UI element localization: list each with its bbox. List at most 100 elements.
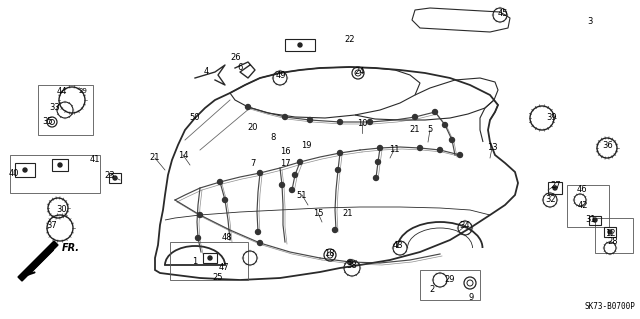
Text: 4: 4 [204,68,209,77]
Text: 11: 11 [388,145,399,154]
Circle shape [593,218,597,222]
Text: 21: 21 [410,125,420,135]
Text: 46: 46 [577,186,588,195]
Circle shape [413,115,417,120]
Circle shape [257,241,262,246]
Text: 33: 33 [50,102,60,112]
Text: 10: 10 [356,118,367,128]
Text: 21: 21 [150,153,160,162]
Circle shape [438,147,442,152]
Text: 51: 51 [297,190,307,199]
Text: 22: 22 [345,35,355,44]
Text: 48: 48 [221,233,232,241]
Bar [10,155,100,193]
Text: 23: 23 [105,170,115,180]
Polygon shape [18,241,58,281]
Text: 25: 25 [212,273,223,283]
Text: 49: 49 [276,70,286,79]
Bar [595,218,633,253]
Circle shape [337,120,342,124]
Circle shape [337,151,342,155]
Circle shape [307,117,312,122]
Circle shape [58,163,62,167]
Text: 24: 24 [355,68,365,77]
Text: 47: 47 [219,263,229,271]
Text: 8: 8 [270,132,276,142]
Circle shape [335,167,340,173]
Circle shape [348,259,353,264]
Text: 50: 50 [189,114,200,122]
Text: 32: 32 [546,195,556,204]
Circle shape [255,229,260,234]
Circle shape [374,175,378,181]
Text: 41: 41 [90,155,100,165]
Circle shape [257,170,262,175]
Circle shape [218,180,223,184]
Circle shape [280,182,285,188]
Circle shape [433,109,438,115]
Text: 3: 3 [588,18,593,26]
Circle shape [298,43,302,47]
Text: 39: 39 [547,114,557,122]
Text: 16: 16 [280,147,291,157]
Bar [420,270,480,300]
Circle shape [442,122,447,128]
Text: 7: 7 [250,159,256,167]
Circle shape [289,188,294,192]
Circle shape [208,256,212,260]
Text: 28: 28 [608,236,618,246]
Bar [109,173,121,183]
Text: 20: 20 [248,122,259,131]
Text: 6: 6 [237,63,243,72]
Text: 30: 30 [57,204,67,213]
Text: 45: 45 [498,9,508,18]
Text: 29: 29 [445,276,455,285]
Text: 36: 36 [603,140,613,150]
Bar [548,182,562,194]
Text: 43: 43 [393,241,403,249]
Text: SK73-B0700P: SK73-B0700P [584,302,635,311]
Circle shape [553,186,557,190]
Text: 17: 17 [280,159,291,167]
Circle shape [23,168,27,172]
Circle shape [223,197,227,203]
Bar [604,227,616,237]
Text: 15: 15 [313,209,323,218]
Text: 14: 14 [178,151,188,160]
Circle shape [246,105,250,109]
Text: 26: 26 [230,53,241,62]
Text: 35: 35 [43,117,53,127]
Bar [52,159,68,171]
Text: 29: 29 [79,88,88,94]
Circle shape [449,137,454,143]
Circle shape [298,160,303,165]
Circle shape [608,230,612,234]
Bar [285,39,315,51]
Text: 9: 9 [468,293,474,302]
Circle shape [282,115,287,120]
Text: 5: 5 [428,125,433,135]
Text: 42: 42 [578,201,588,210]
Circle shape [333,227,337,233]
Circle shape [367,120,372,124]
Text: 44: 44 [57,87,67,97]
Text: FR.: FR. [62,243,80,253]
Bar [567,185,609,227]
Text: 21: 21 [343,209,353,218]
Circle shape [417,145,422,151]
Text: 31: 31 [586,216,596,225]
Circle shape [195,235,200,241]
Circle shape [378,145,383,151]
Text: 34: 34 [460,221,470,231]
Bar [170,242,248,280]
Bar [15,163,35,177]
Text: 40: 40 [9,168,19,177]
Text: 27: 27 [550,181,561,189]
Circle shape [198,212,202,218]
Circle shape [113,176,117,180]
Circle shape [376,160,381,165]
Text: 18: 18 [324,249,334,258]
Text: 12: 12 [605,228,615,238]
Text: 19: 19 [301,142,311,151]
Text: 38: 38 [347,261,357,270]
